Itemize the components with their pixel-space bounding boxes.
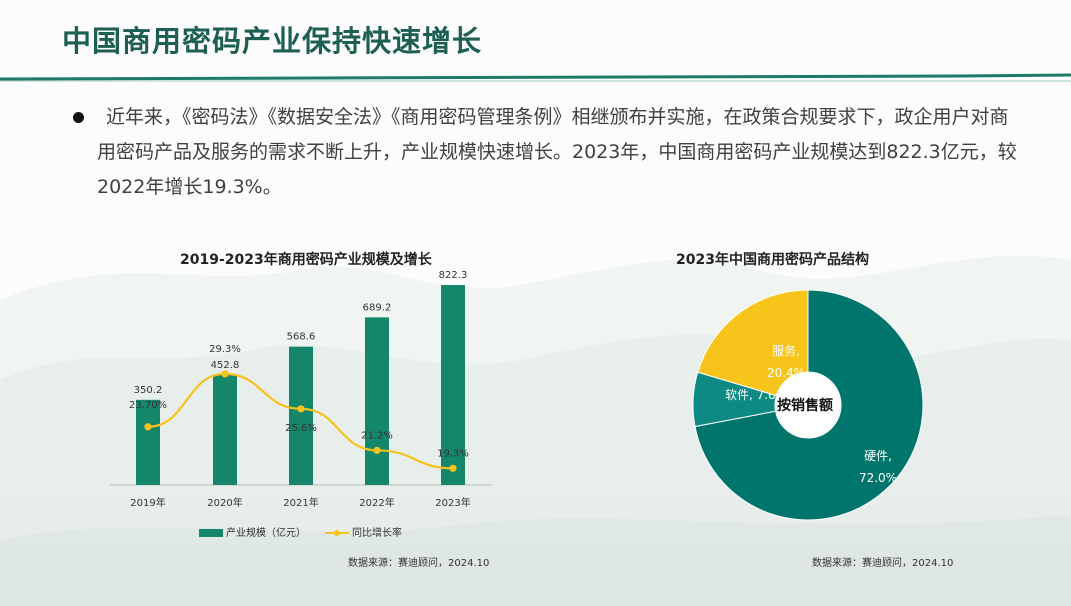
donut-hole [776, 373, 840, 437]
donut-center-label: 按销售额 [777, 397, 833, 414]
growth-rate-point [297, 405, 305, 413]
donut-slice [697, 289, 809, 397]
bar [213, 374, 237, 485]
page-title: 中国商用密码产业保持快速增长 [62, 24, 483, 58]
legend-bar-swatch [199, 529, 223, 537]
legend-line-marker [334, 530, 340, 536]
donut-chart-source: 数据来源：赛迪顾问，2024.10 [812, 558, 954, 569]
bar-value-label: 822.3 [439, 270, 468, 281]
bar [289, 346, 313, 485]
growth-rate-label: 21.2% [361, 430, 393, 441]
legend-line-label: 同比增长率 [352, 526, 402, 539]
intro-paragraph: 近年来，《密码法》《数据安全法》《商用密码管理条例》相继颁布并实施，在政策合规要… [97, 106, 1017, 198]
growth-rate-point [144, 423, 152, 431]
bar-value-label: 452.8 [211, 360, 240, 371]
bar-value-label: 689.2 [363, 302, 392, 313]
bar-chart-source: 数据来源：赛迪顾问，2024.10 [348, 558, 490, 569]
donut-slice-label: 服务, [772, 343, 800, 358]
bar [136, 399, 160, 485]
x-tick-label: 2019年 [130, 496, 165, 509]
x-tick-label: 2023年 [435, 496, 470, 509]
donut-chart-title: 2023年中国商用密码产品结构 [676, 252, 869, 268]
bar-chart-title: 2019-2023年商用密码产业规模及增长 [180, 252, 432, 268]
growth-rate-point [373, 446, 381, 454]
growth-rate-point [449, 464, 457, 472]
donut-slice [694, 289, 924, 521]
growth-rate-label: 29.3% [209, 344, 241, 355]
legend-bar-label: 产业规模（亿元） [226, 526, 306, 539]
title-divider [0, 73, 1071, 82]
x-tick-label: 2022年 [359, 496, 394, 509]
bar [441, 285, 465, 485]
bullet-icon [73, 112, 84, 123]
x-tick-label: 2021年 [283, 496, 318, 509]
bar-value-label: 568.6 [287, 332, 316, 343]
donut-slice-value: 72.0% [859, 471, 897, 485]
donut-chart: 硬件,72.0%软件, 7.6%服务,20.4%按销售额 [692, 289, 924, 521]
bar-value-label: 350.2 [134, 385, 163, 396]
growth-rate-point [221, 370, 229, 378]
x-tick-label: 2020年 [207, 496, 242, 509]
donut-slice-label: 硬件, [864, 449, 892, 463]
bar-line-chart: 350.2 2019年 452.8 2020年 568.6 2021年 689.2 2022年… [110, 270, 492, 539]
growth-rate-label: 23.70% [129, 400, 167, 411]
growth-rate-label: 25.6% [285, 423, 317, 434]
growth-rate-label: 19.3% [437, 448, 469, 459]
bar [365, 317, 389, 485]
